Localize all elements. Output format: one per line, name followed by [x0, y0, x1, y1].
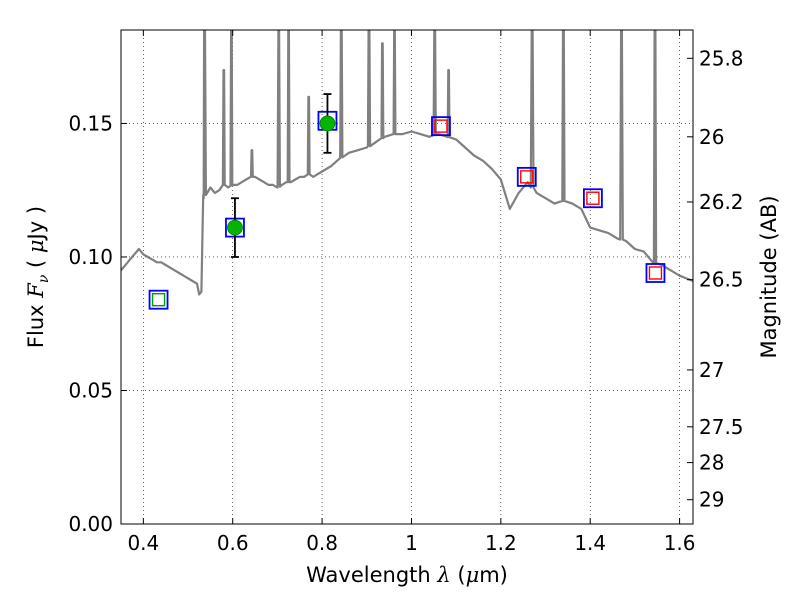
model-box-marker — [148, 289, 169, 310]
x-axis: 0.4 0.6 0.8 1 1.2 1.4 1.6 — [127, 30, 696, 555]
detection-point — [319, 115, 336, 132]
model-box-marker — [583, 188, 603, 209]
plot-frame — [120, 29, 694, 525]
y-tick-label: 0.10 — [68, 245, 113, 269]
grid — [121, 30, 693, 525]
model-box-inner-marker — [520, 170, 534, 184]
x-tick-label: 1.6 — [664, 531, 696, 555]
y2-tick-label: 29 — [699, 488, 724, 512]
y2-tick-label: 27 — [699, 358, 724, 382]
model-box-marker — [516, 166, 537, 187]
x-tick-label: 0.8 — [306, 531, 338, 555]
model-box-marker — [645, 263, 666, 283]
x-tick-label: 1.4 — [574, 531, 606, 555]
model-box-inner-marker — [434, 119, 448, 133]
y-axis: 0.00 0.05 0.10 0.15 — [68, 111, 127, 536]
y-axis-label: Flux Fν ( μJy ) — [24, 206, 52, 348]
y2-tick-label: 27.5 — [699, 415, 744, 439]
y2-axis-label: Magnitude (AB) — [757, 195, 781, 358]
model-box-inner-marker — [586, 191, 600, 205]
y2-tick-label: 26.2 — [699, 190, 744, 214]
spectrum-layer — [121, 30, 693, 296]
x-tick-label: 1 — [405, 531, 418, 555]
y2-axis: 25.8 26 26.2 26.5 27 27.5 28 29 — [687, 46, 744, 512]
x-tick-label: 0.4 — [127, 531, 159, 555]
model-box-inner-marker — [151, 292, 166, 307]
y2-tick-label: 26.5 — [699, 268, 744, 292]
y-tick-label: 0.00 — [68, 512, 113, 536]
y2-tick-label: 26 — [699, 125, 724, 149]
x-tick-label: 1.2 — [485, 531, 517, 555]
y-tick-label: 0.15 — [68, 111, 113, 135]
model-box-inner-marker — [648, 266, 663, 280]
y2-tick-label: 28 — [699, 451, 724, 475]
y-tick-label: 0.05 — [68, 378, 113, 402]
spectrum-line — [121, 30, 693, 296]
y2-tick-label: 25.8 — [699, 46, 744, 70]
x-axis-label: Wavelength λ (μm) — [306, 563, 508, 587]
markers-layer — [148, 93, 666, 310]
detection-point — [227, 219, 243, 236]
x-tick-label: 0.6 — [217, 531, 249, 555]
model-box-marker — [431, 116, 451, 137]
